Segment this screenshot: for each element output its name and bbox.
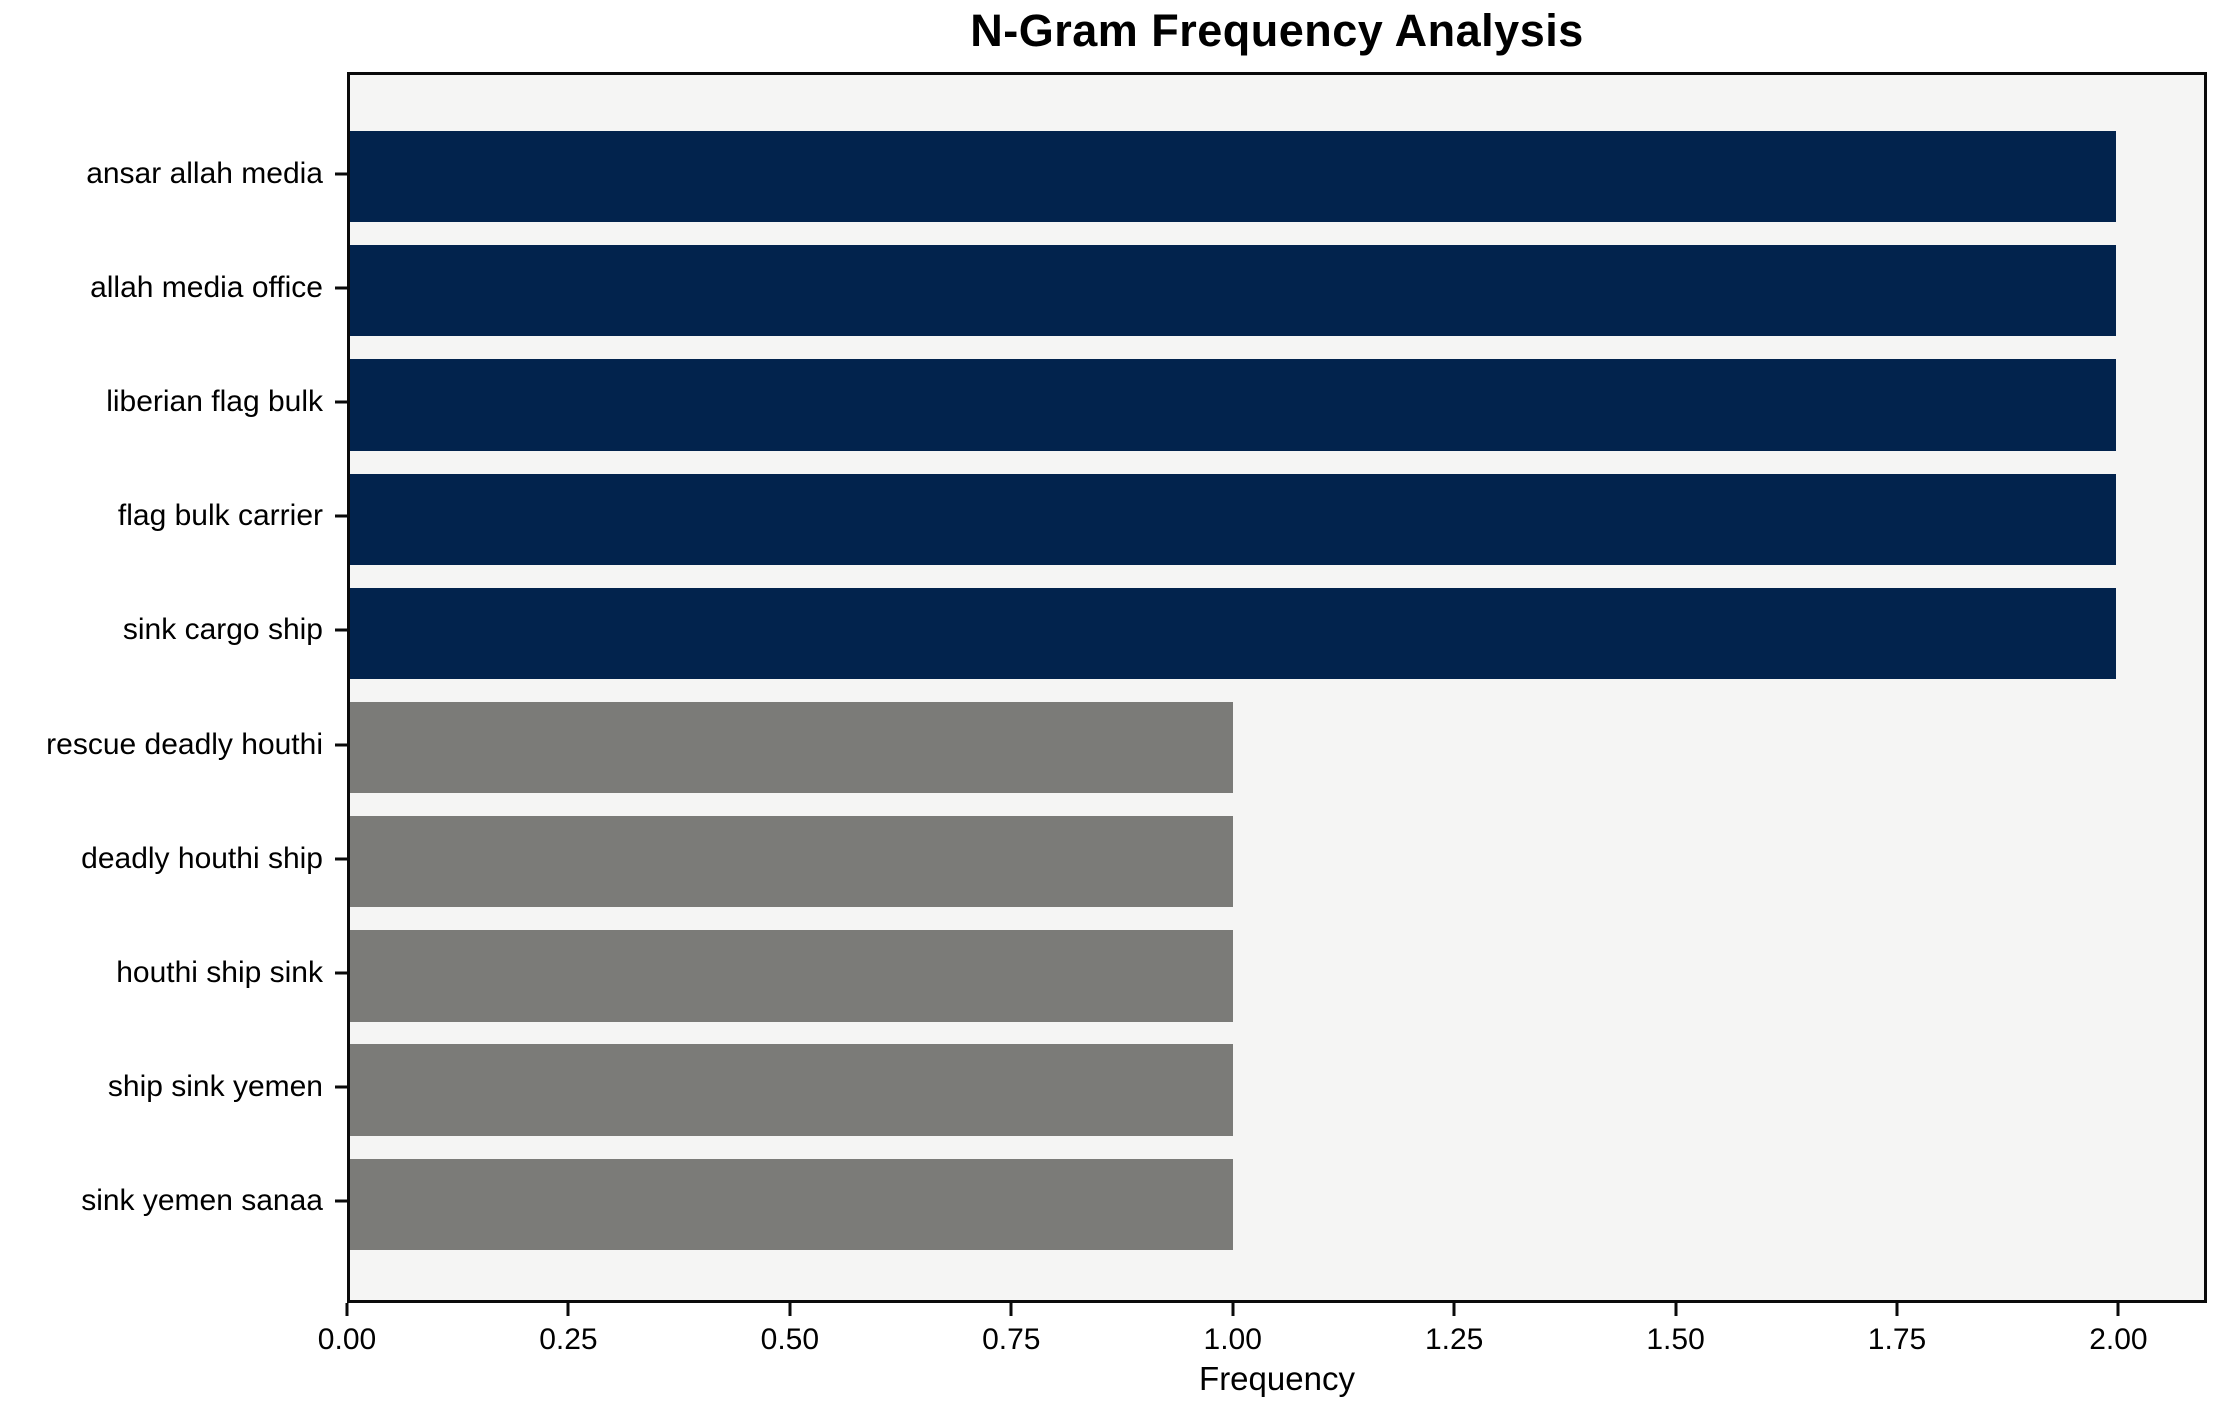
x-tick-label: 1.75 [1867, 1323, 1927, 1356]
x-tick-mark [1674, 1303, 1678, 1316]
bar [350, 930, 1233, 1022]
y-tick-label: ansar allah media [86, 156, 323, 190]
bar [350, 587, 2116, 680]
x-tick-mark [1452, 1303, 1456, 1316]
x-tick-label: 0.75 [982, 1323, 1041, 1356]
y-tick-mark [335, 971, 347, 975]
y-tick-mark [335, 743, 347, 747]
x-tick-label: 2.00 [2089, 1323, 2148, 1356]
x-tick-label: 0.50 [760, 1323, 820, 1356]
bar [350, 245, 2116, 337]
x-tick-label: 1.25 [1424, 1323, 1484, 1356]
x-axis: 0.00 0.25 0.50 0.75 1.00 1.25 1.50 1.75 2.00 [318, 1303, 2207, 1413]
x-tick-mark [345, 1303, 349, 1316]
y-tick-mark [335, 400, 347, 404]
y-tick-label: ship sink yemen [107, 1070, 323, 1104]
y-tick-label: flag bulk carrier [117, 499, 323, 533]
bar [350, 816, 1233, 908]
y-tick-label: allah media office [90, 270, 323, 304]
y-axis: ansar allah media allah media office liber… [0, 72, 347, 1303]
bar [350, 130, 2116, 223]
bar [350, 473, 2116, 565]
bar [350, 1158, 1233, 1251]
x-tick-mark [1231, 1303, 1235, 1316]
plot-area [347, 72, 2207, 1303]
y-tick-label: sink yemen sanaa [81, 1184, 323, 1218]
x-tick-label: 1.50 [1646, 1323, 1705, 1356]
bar [350, 359, 2116, 451]
x-tick-mark [1895, 1303, 1899, 1316]
x-tick-mark [566, 1303, 570, 1316]
bar [350, 1044, 1233, 1136]
y-tick-label: rescue deadly houthi [46, 727, 323, 761]
y-tick-label: sink cargo ship [122, 613, 323, 647]
y-tick-label: deadly houthi ship [81, 841, 323, 875]
y-tick-mark [335, 286, 347, 290]
x-tick-mark [788, 1303, 792, 1316]
x-tick-mark [1009, 1303, 1013, 1316]
x-tick-label: 1.00 [1203, 1323, 1262, 1356]
y-tick-mark [335, 1199, 347, 1203]
x-tick-label: 0.25 [539, 1323, 598, 1356]
x-tick-mark [2116, 1303, 2120, 1316]
y-tick-mark [335, 514, 347, 518]
y-tick-mark [335, 857, 347, 861]
x-tick-label: 0.00 [317, 1323, 377, 1356]
y-tick-mark [335, 172, 347, 176]
x-axis-title: Frequency [1199, 1360, 1355, 1397]
bar [350, 701, 1233, 794]
y-tick-mark [335, 1085, 347, 1089]
y-tick-mark [335, 628, 347, 632]
y-tick-label: liberian flag bulk [106, 385, 323, 419]
y-tick-label: houthi ship sink [116, 955, 323, 989]
chart-title: N-Gram Frequency Analysis [970, 5, 1584, 56]
